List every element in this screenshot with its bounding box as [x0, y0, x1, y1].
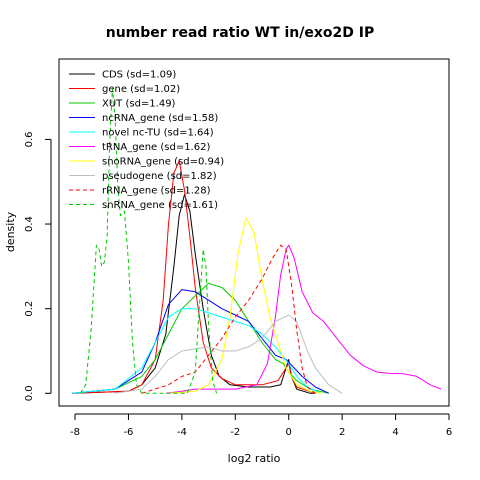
legend-label: ncRNA_gene (sd=1.58) [102, 113, 218, 124]
x-tick-label: -8 [70, 427, 80, 438]
plot-frame [58, 58, 450, 407]
y-tick-label: 0.0 [24, 385, 35, 401]
legend-label: snRNA_gene (sd=1.61) [102, 200, 218, 211]
legend-label: rRNA_gene (sd=1.28) [102, 186, 211, 197]
y-tick-label: 0.4 [24, 216, 35, 232]
series-line-5 [72, 308, 322, 394]
x-tick-label: -4 [177, 427, 187, 438]
legend-label: tRNA_gene (sd=1.62) [102, 142, 210, 153]
x-tick-label: 2 [339, 427, 345, 438]
x-tick-label: -6 [123, 427, 133, 438]
axes-group: -8 -6 -4 -2 0 2 4 6 0.0 0.2 0.4 0.6 [24, 131, 452, 438]
x-tick-label: 0 [286, 427, 292, 438]
legend-label: snoRNA_gene (sd=0.94) [102, 157, 224, 168]
legend-label: gene (sd=1.02) [102, 84, 180, 95]
series-line-8 [115, 314, 343, 394]
y-axis-title: density [4, 211, 17, 252]
x-tick-label: 4 [392, 427, 398, 438]
legend-label: novel nc-TU (sd=1.64) [102, 128, 214, 139]
series-line-6 [165, 244, 442, 394]
legend-label: CDS (sd=1.09) [102, 70, 176, 81]
series-group [72, 88, 442, 394]
legend-label: XUT (sd=1.49) [102, 99, 176, 110]
series-line-7 [168, 217, 321, 394]
x-tick-label: 6 [446, 427, 452, 438]
y-tick-label: 0.6 [24, 131, 35, 147]
x-tick-label: -2 [230, 427, 240, 438]
chart-title: number read ratio WT in/exo2D IP [106, 25, 375, 41]
legend-label: pseudogene (sd=1.82) [102, 171, 217, 182]
y-tick-label: 0.2 [24, 301, 35, 317]
legend: CDS (sd=1.09) gene (sd=1.02) XUT (sd=1.49)… [69, 70, 224, 211]
x-axis-title: log2 ratio [228, 452, 281, 465]
series-line-10 [79, 88, 218, 394]
